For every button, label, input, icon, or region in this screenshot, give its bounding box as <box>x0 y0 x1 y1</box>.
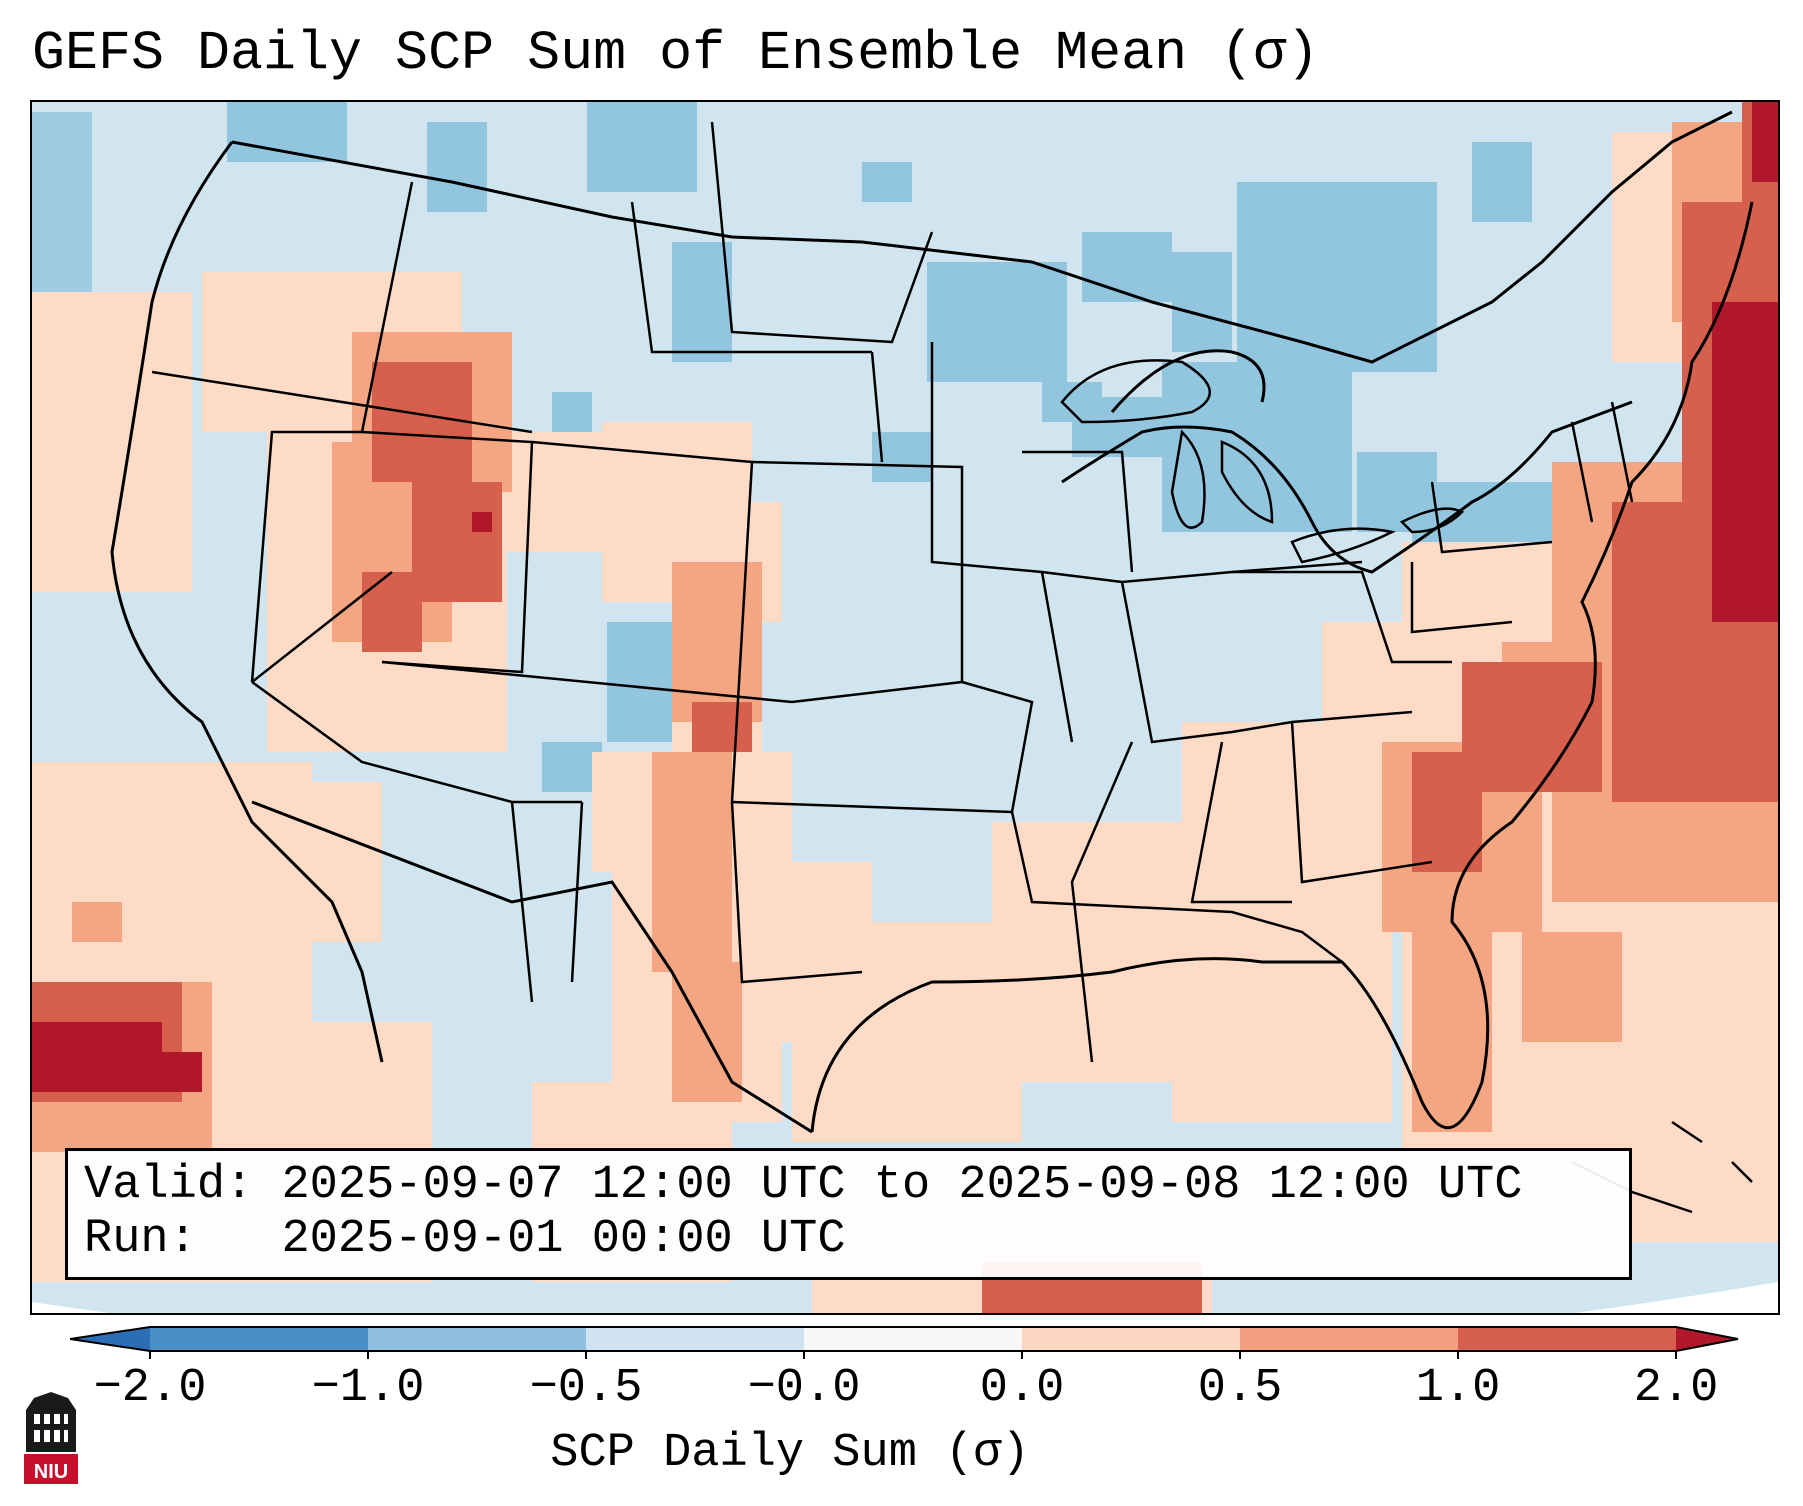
colorbar <box>70 1326 1739 1359</box>
validity-info-box: Valid: 2025-09-07 12:00 UTC to 2025-09-0… <box>65 1148 1632 1280</box>
colorbar-tick-label: −1.0 <box>311 1362 425 1415</box>
colorbar-extend-high <box>1676 1327 1738 1351</box>
map-panel <box>30 100 1780 1315</box>
colorbar-label: SCP Daily Sum (σ) <box>550 1427 1030 1480</box>
run-value: 2025-09-01 00:00 UTC <box>281 1213 846 1266</box>
colorbar-tick-label: −0.5 <box>529 1362 643 1415</box>
niu-logo-icon: NIU <box>24 1392 78 1484</box>
run-line: Run: 2025-09-01 00:00 UTC <box>84 1213 1629 1267</box>
valid-label: Valid: <box>84 1159 254 1212</box>
chart-title: GEFS Daily SCP Sum of Ensemble Mean (σ) <box>32 22 1320 85</box>
colorbar-tick-label: 2.0 <box>1633 1362 1719 1415</box>
colorbar-segment-neg-1-to-05 <box>368 1327 586 1351</box>
colorbar-tick-label: 0.0 <box>979 1362 1065 1415</box>
colorbar-tick-label: −0.0 <box>747 1362 861 1415</box>
great-lakes <box>1060 359 1465 564</box>
map-svg <box>32 102 1778 1313</box>
colorbar-segment-neg-2-to-1 <box>150 1327 368 1351</box>
negative-anomaly-patches <box>32 102 1562 792</box>
state-borders <box>151 121 1634 1063</box>
positive-anomaly-extreme <box>32 102 1778 1092</box>
colorbar-extend-low <box>70 1327 150 1351</box>
country-borders <box>110 110 1754 1134</box>
colorbar-segment-1-to-2 <box>1458 1327 1676 1351</box>
logo-text: NIU <box>34 1461 68 1483</box>
map-domain-edge <box>32 1282 1778 1313</box>
colorbar-tick-label: 0.5 <box>1197 1362 1283 1415</box>
run-label: Run: <box>84 1213 197 1266</box>
colorbar-segment-05-to-1 <box>1240 1327 1458 1351</box>
colorbar-ticks <box>149 1351 1677 1359</box>
colorbar-segment-zero <box>804 1327 1022 1351</box>
colorbar-tick-label: −2.0 <box>93 1362 207 1415</box>
valid-line: Valid: 2025-09-07 12:00 UTC to 2025-09-0… <box>84 1159 1629 1213</box>
colorbar-segment-neg-05-to-0 <box>586 1327 804 1351</box>
colorbar-tick-label: 1.0 <box>1415 1362 1501 1415</box>
colorbar-segment-0-to-05 <box>1022 1327 1240 1351</box>
valid-value: 2025-09-07 12:00 UTC to 2025-09-08 12:00… <box>281 1159 1523 1212</box>
